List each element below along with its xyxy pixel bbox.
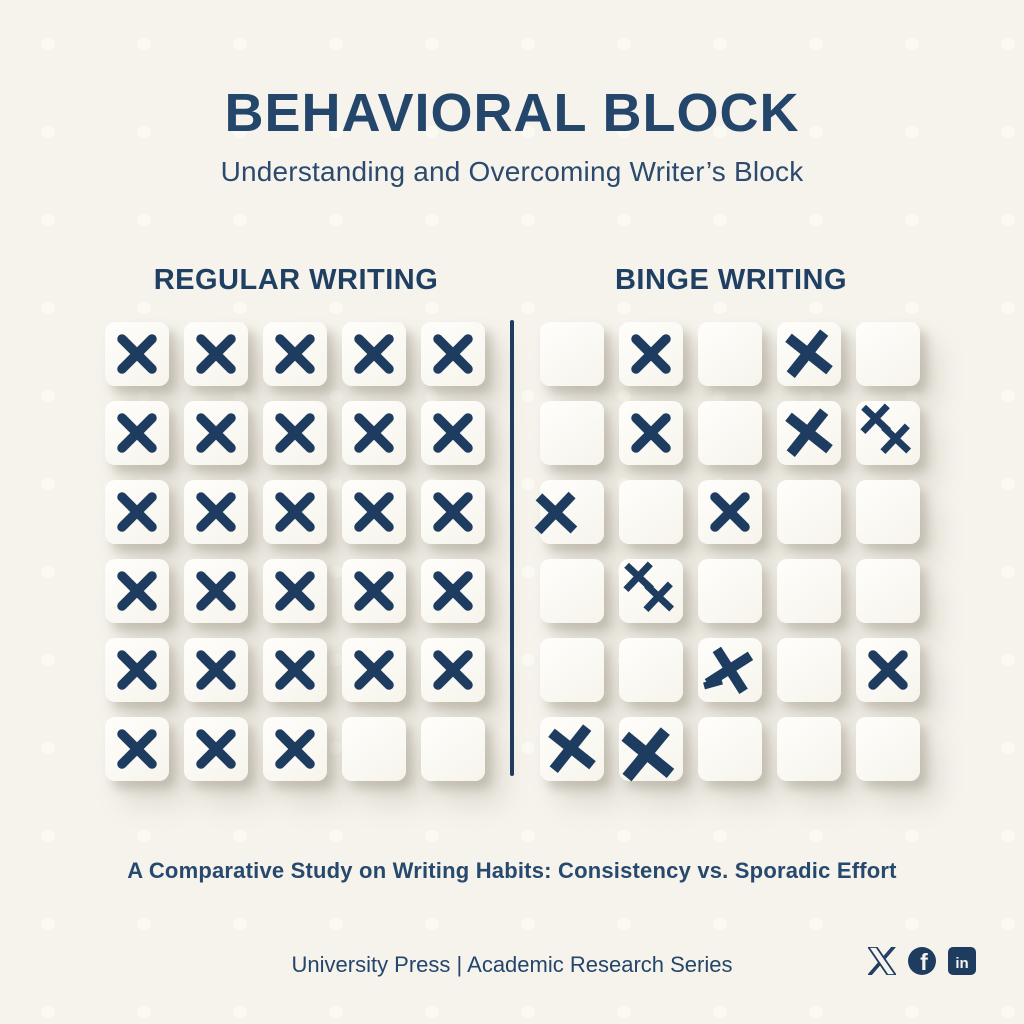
- grid-tile-empty: [856, 559, 920, 623]
- binge-writing-grid: [534, 322, 920, 782]
- grid-tile-x: [184, 322, 248, 386]
- grid-tile-empty: [540, 322, 604, 386]
- grid-tile-empty: [777, 559, 841, 623]
- grid-tile-bx: [777, 401, 841, 465]
- grid-tile-x: [184, 559, 248, 623]
- regular-writing-heading: REGULAR WRITING: [153, 264, 439, 296]
- grid-tile-x: [342, 401, 406, 465]
- grid-tile-bx-big: [619, 717, 683, 782]
- page-title: BEHAVIORAL BLOCK: [224, 83, 800, 143]
- grid-tile-x: [342, 559, 406, 623]
- grid-tile-x: [263, 322, 327, 386]
- x-twitter-icon[interactable]: [868, 947, 896, 975]
- grid-tile-empty: [540, 401, 604, 465]
- grid-tile-x: [619, 322, 683, 386]
- grid-tile-empty: [698, 401, 762, 465]
- grid-tile-x: [105, 717, 169, 781]
- grid-tile-x: [184, 638, 248, 702]
- linkedin-icon[interactable]: in: [948, 947, 976, 975]
- grid-tile-x: [342, 638, 406, 702]
- grid-tile-empty: [540, 638, 604, 702]
- grid-tile-x: [342, 480, 406, 544]
- grid-tile-empty: [619, 480, 683, 544]
- grid-tile-x: [421, 322, 485, 386]
- grid-tile-empty: [856, 480, 920, 544]
- grid-tile-empty: [777, 717, 841, 781]
- binge-writing-heading: BINGE WRITING: [614, 264, 848, 296]
- grid-tile-empty: [698, 322, 762, 386]
- grid-tile-x: [105, 480, 169, 544]
- grid-tile-empty: [698, 559, 762, 623]
- grid-tile-x: [263, 638, 327, 702]
- grid-tile-empty: [698, 717, 762, 781]
- grid-tile-x: [105, 401, 169, 465]
- grid-tile-x: [856, 638, 920, 702]
- grid-tile-xx: [856, 401, 920, 465]
- grid-tile-empty: [421, 717, 485, 781]
- social-icons: f in: [868, 947, 976, 975]
- facebook-icon[interactable]: f: [908, 947, 936, 975]
- grid-tile-x: [342, 322, 406, 386]
- grid-tile-x: [421, 401, 485, 465]
- grid-tile-empty: [342, 717, 406, 781]
- grid-tile-bx-extra: [698, 638, 762, 702]
- grid-tile-empty: [777, 638, 841, 702]
- grid-tile-x: [421, 559, 485, 623]
- grid-tile-bx: [540, 717, 604, 781]
- grid-tile-x: [184, 480, 248, 544]
- regular-writing-grid: [105, 322, 485, 781]
- grid-tile-empty: [777, 480, 841, 544]
- grid-tile-x: [184, 401, 248, 465]
- grid-tile-empty: [856, 717, 920, 781]
- grid-tile-x: [105, 638, 169, 702]
- grid-tile-x: [263, 480, 327, 544]
- svg-text:in: in: [955, 955, 968, 972]
- grid-tile-empty: [856, 322, 920, 386]
- grid-tile-empty: [619, 638, 683, 702]
- grid-tile-bx: [777, 322, 841, 386]
- grid-tile-bx-left: [534, 480, 604, 544]
- grid-tile-x: [698, 480, 762, 544]
- grid-tile-x: [105, 322, 169, 386]
- grid-tile-x: [421, 480, 485, 544]
- grid-tile-x: [105, 559, 169, 623]
- grid-tile-x: [184, 717, 248, 781]
- footer-text: University Press | Academic Research Ser…: [291, 952, 733, 977]
- grid-tile-x: [263, 559, 327, 623]
- caption: A Comparative Study on Writing Habits: C…: [127, 858, 897, 883]
- svg-text:f: f: [920, 949, 928, 975]
- grid-divider: [510, 320, 514, 776]
- grid-tile-x: [263, 401, 327, 465]
- grid-tile-x: [263, 717, 327, 781]
- grid-tile-xx: [619, 559, 683, 623]
- grid-tile-x: [619, 401, 683, 465]
- grid-tile-empty: [540, 559, 604, 623]
- grid-tile-x: [421, 638, 485, 702]
- page-subtitle: Understanding and Overcoming Writer’s Bl…: [220, 156, 804, 187]
